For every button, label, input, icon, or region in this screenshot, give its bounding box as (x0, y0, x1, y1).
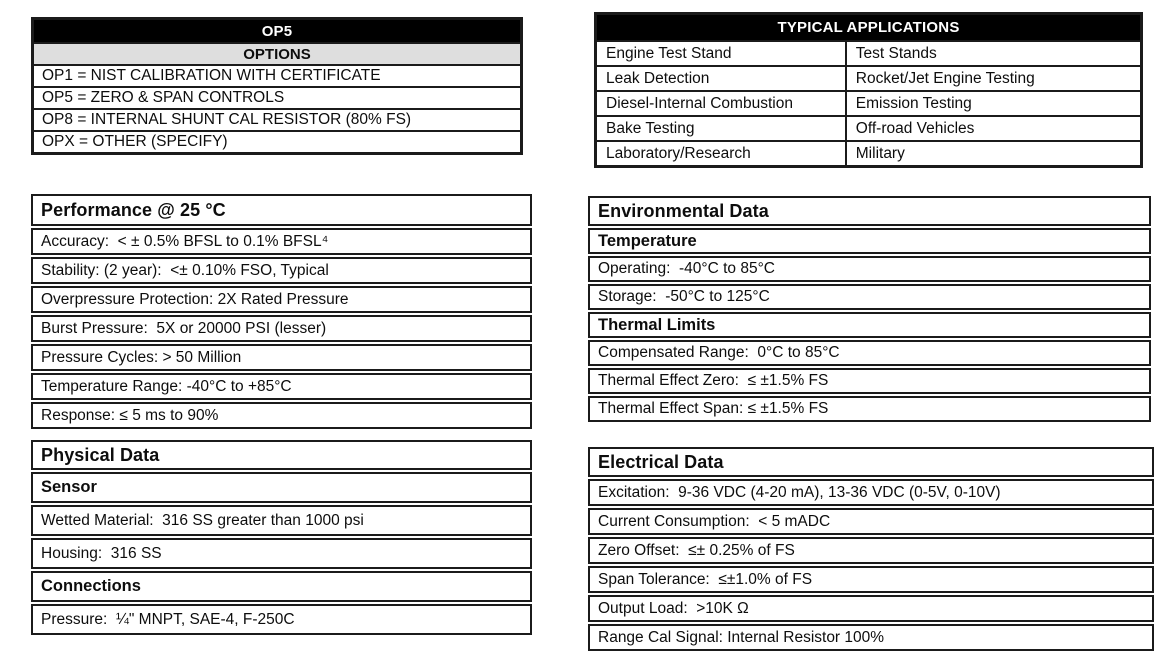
table-cell-text: Housing: 316 SS (41, 544, 162, 562)
table-cell-text: Wetted Material: 316 SS greater than 100… (41, 511, 364, 529)
table-cell: Laboratory/Research (597, 142, 847, 165)
table-cell-text: Thermal Effect Span: ≤ ±1.5% FS (598, 400, 829, 417)
table-cell: Test Stands (855, 44, 937, 62)
performance-table: Performance @ 25 °C Accuracy: < ± 0.5% B… (31, 194, 532, 429)
table-row: Burst Pressure: 5X or 20000 PSI (lesser) (31, 315, 532, 342)
table-cell-text: Sensor (41, 478, 97, 496)
table-row: Operating: -40°C to 85°C (588, 256, 1151, 282)
table-cell: Emission Testing (855, 94, 972, 112)
environmental-data-table: Environmental Data Temperature Operating:… (588, 196, 1151, 422)
table-cell: Engine Test Stand (597, 42, 847, 65)
table-row: Leak Detection Rocket/Jet Engine Testing (597, 65, 1140, 90)
table-cell-text: Compensated Range: 0°C to 85°C (598, 344, 840, 361)
table-cell-text: Thermal Limits (598, 315, 716, 334)
typical-applications-rows: Engine Test Stand Test Stands Leak Detecti… (597, 40, 1140, 165)
table-cell: Leak Detection (597, 67, 847, 90)
table-row: Sensor (31, 472, 532, 503)
table-row: Span Tolerance: ≤±1.0% of FS (588, 566, 1154, 593)
options-table-rows: OP1 = NIST CALIBRATION WITH CERTIFICATE O… (34, 64, 520, 152)
table-cell-text: Temperature (598, 231, 697, 250)
electrical-table-rows: Excitation: 9-36 VDC (4-20 mA), 13-36 VD… (588, 479, 1154, 651)
table-row: Engine Test Stand Test Stands (597, 40, 1140, 65)
table-row: Response: ≤ 5 ms to 90% (31, 402, 532, 429)
physical-table-rows: Sensor Wetted Material: 316 SS greater th… (31, 472, 532, 635)
options-table-subheader: OPTIONS (34, 42, 520, 64)
table-cell-text: Output Load: >10K Ω (598, 599, 749, 617)
table-cell-text: Pressure Cycles: > 50 Million (41, 348, 242, 366)
table-row: Diesel-Internal Combustion Emission Testi… (597, 90, 1140, 115)
table-row: Compensated Range: 0°C to 85°C (588, 340, 1151, 366)
electrical-table-title: Electrical Data (598, 451, 724, 472)
table-cell: Diesel-Internal Combustion (597, 92, 847, 115)
table-cell: Off-road Vehicles (855, 119, 975, 137)
table-cell-text: Stability: (2 year): <± 0.10% FSO, Typic… (41, 261, 329, 279)
table-row: OP5 = ZERO & SPAN CONTROLS (34, 86, 520, 108)
table-cell-text: Response: ≤ 5 ms to 90% (41, 406, 219, 424)
performance-table-title-row: Performance @ 25 °C (31, 194, 532, 226)
table-row: Laboratory/Research Military (597, 140, 1140, 165)
table-row: Zero Offset: ≤± 0.25% of FS (588, 537, 1154, 564)
table-cell-text: Storage: -50°C to 125°C (598, 288, 770, 305)
table-cell-text: Thermal Effect Zero: ≤ ±1.5% FS (598, 372, 829, 389)
table-cell-text: Zero Offset: ≤± 0.25% of FS (598, 541, 795, 559)
table-cell: Military (855, 144, 905, 162)
table-row: Pressure: ¼" MNPT, SAE-4, F-250C (31, 604, 532, 635)
table-cell-text: Burst Pressure: 5X or 20000 PSI (lesser) (41, 319, 327, 337)
table-row: Temperature Range: -40°C to +85°C (31, 373, 532, 400)
environmental-table-title: Environmental Data (598, 200, 769, 221)
options-table-subtitle: OPTIONS (243, 45, 311, 63)
options-table-title: OP5 (261, 22, 293, 40)
table-cell-text: Accuracy: < ± 0.5% BFSL to 0.1% BFSL⁴ (41, 232, 329, 250)
table-cell: Bake Testing (597, 117, 847, 140)
table-cell-text: Span Tolerance: ≤±1.0% of FS (598, 570, 813, 588)
table-cell-text: Connections (41, 577, 141, 595)
table-cell-text: Range Cal Signal: Internal Resistor 100% (598, 628, 885, 646)
table-row: Thermal Limits (588, 312, 1151, 338)
table-row: Connections (31, 571, 532, 602)
table-row: OP8 = INTERNAL SHUNT CAL RESISTOR (80% F… (34, 108, 520, 130)
table-cell-text: Current Consumption: < 5 mADC (598, 512, 831, 530)
performance-table-rows: Accuracy: < ± 0.5% BFSL to 0.1% BFSL⁴ Sta… (31, 228, 532, 429)
table-row: Current Consumption: < 5 mADC (588, 508, 1154, 535)
typical-applications-header: TYPICAL APPLICATIONS (597, 15, 1140, 40)
options-table-header: OP5 (34, 20, 520, 42)
typical-applications-title: TYPICAL APPLICATIONS (777, 19, 960, 36)
table-row: Overpressure Protection: 2X Rated Pressu… (31, 286, 532, 313)
electrical-table-title-row: Electrical Data (588, 447, 1154, 477)
table-row: Storage: -50°C to 125°C (588, 284, 1151, 310)
table-row: Output Load: >10K Ω (588, 595, 1154, 622)
table-cell-text: Pressure: ¼" MNPT, SAE-4, F-250C (41, 610, 295, 628)
table-row: Thermal Effect Zero: ≤ ±1.5% FS (588, 368, 1151, 394)
options-table: OP5 OPTIONS OP1 = NIST CALIBRATION WITH … (31, 17, 523, 155)
table-row: Housing: 316 SS (31, 538, 532, 569)
electrical-data-table: Electrical Data Excitation: 9-36 VDC (4-… (588, 447, 1154, 651)
table-row: Pressure Cycles: > 50 Million (31, 344, 532, 371)
table-row: Wetted Material: 316 SS greater than 100… (31, 505, 532, 536)
performance-table-title: Performance @ 25 °C (41, 199, 226, 220)
table-row: OP1 = NIST CALIBRATION WITH CERTIFICATE (34, 64, 520, 86)
table-row: Temperature (588, 228, 1151, 254)
table-row: Range Cal Signal: Internal Resistor 100% (588, 624, 1154, 651)
table-cell-text: Excitation: 9-36 VDC (4-20 mA), 13-36 VD… (598, 483, 1001, 501)
physical-table-title: Physical Data (41, 444, 160, 465)
physical-table-title-row: Physical Data (31, 440, 532, 470)
table-row: Bake Testing Off-road Vehicles (597, 115, 1140, 140)
table-row: Accuracy: < ± 0.5% BFSL to 0.1% BFSL⁴ (31, 228, 532, 255)
typical-applications-table: TYPICAL APPLICATIONS Engine Test Stand Te… (594, 12, 1143, 168)
environmental-table-rows: Temperature Operating: -40°C to 85°C Stora… (588, 228, 1151, 422)
table-cell-text: Overpressure Protection: 2X Rated Pressu… (41, 290, 349, 308)
table-row: Excitation: 9-36 VDC (4-20 mA), 13-36 VD… (588, 479, 1154, 506)
table-row: Stability: (2 year): <± 0.10% FSO, Typic… (31, 257, 532, 284)
physical-data-table: Physical Data Sensor Wetted Material: 316… (31, 440, 532, 635)
table-row: Thermal Effect Span: ≤ ±1.5% FS (588, 396, 1151, 422)
table-row: OPX = OTHER (SPECIFY) (34, 130, 520, 152)
environmental-table-title-row: Environmental Data (588, 196, 1151, 226)
table-cell-text: Operating: -40°C to 85°C (598, 260, 775, 277)
table-cell: Rocket/Jet Engine Testing (855, 69, 1035, 87)
table-cell-text: Temperature Range: -40°C to +85°C (41, 377, 292, 395)
